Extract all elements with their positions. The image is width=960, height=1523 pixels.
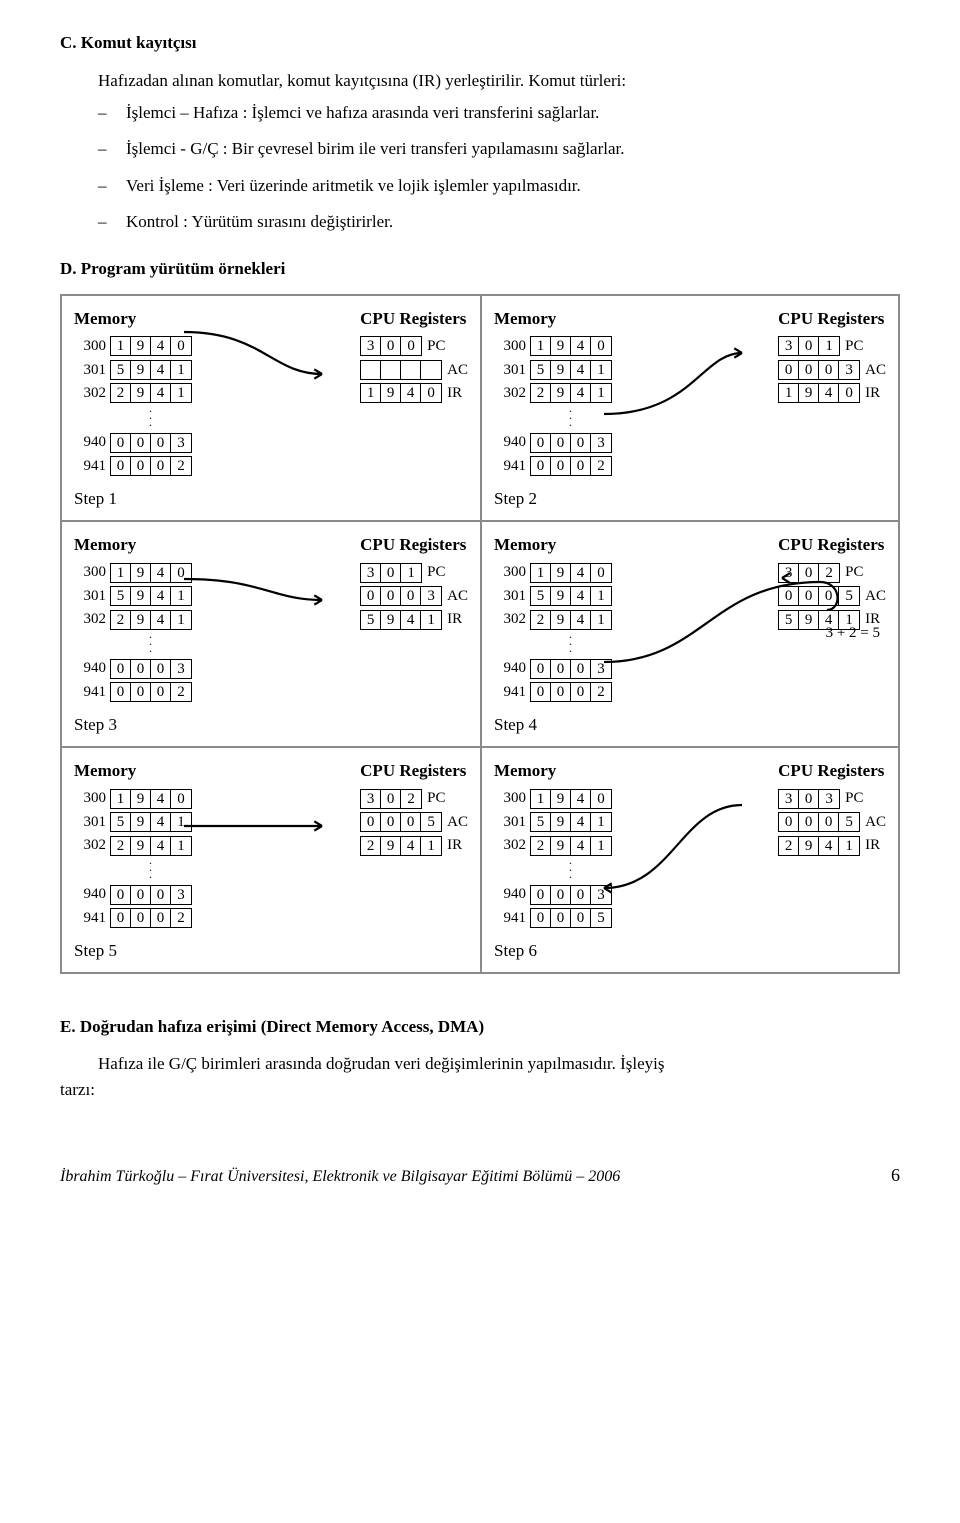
memory-block: Memory300194030159413022941···9400003941… [494, 532, 612, 705]
section-e-heading: E. Doğrudan hafıza erişimi (Direct Memor… [60, 1014, 900, 1040]
calc-annotation: 3 + 2 = 5 [826, 622, 880, 645]
list-item: –Kontrol : Yürütüm sırasını değiştirirle… [98, 206, 900, 238]
cpu-registers-block: CPU Registers302PC0005AC2941IR [360, 758, 468, 931]
memory-block: Memory300194030159413022941···9400003941… [74, 758, 192, 931]
section-e-body1: Hafıza ile G/Ç birimleri arasında doğrud… [98, 1051, 900, 1077]
cpu-registers-block: CPU Registers302PC0005AC5941IR [778, 532, 886, 705]
cpu-registers-block: CPU Registers300PC AC1940IR [360, 306, 468, 479]
section-c-heading: C. Komut kayıtçısı [60, 30, 900, 56]
list-item-text: İşlemci - G/Ç : Bir çevresel birim ile v… [126, 133, 625, 165]
memory-block: Memory300194030159413022941···9400003941… [494, 758, 612, 931]
page-footer: İbrahim Türkoğlu – Fırat Üniversitesi, E… [60, 1162, 900, 1189]
list-item-text: Kontrol : Yürütüm sırasını değiştirirler… [126, 206, 393, 238]
step-label: Step 5 [74, 938, 468, 964]
memory-block: Memory300194030159413022941···9400003941… [494, 306, 612, 479]
page-number: 6 [891, 1162, 900, 1189]
step-label: Step 4 [494, 712, 886, 738]
diagram-panel: Memory300194030159413022941···9400003941… [62, 748, 480, 972]
list-item: –İşlemci – Hafıza : İşlemci ve hafıza ar… [98, 97, 900, 129]
diagram-panel: Memory300194030159413022941···9400003941… [480, 296, 898, 520]
section-e-body2: tarzı: [60, 1077, 900, 1103]
step-label: Step 2 [494, 486, 886, 512]
list-item-text: İşlemci – Hafıza : İşlemci ve hafıza ara… [126, 97, 599, 129]
section-c-list: –İşlemci – Hafıza : İşlemci ve hafıza ar… [98, 97, 900, 238]
diagram-panel: Memory300194030159413022941···9400003941… [480, 522, 898, 746]
cpu-registers-block: CPU Registers301PC0003AC5941IR [360, 532, 468, 705]
section-d-heading: D. Program yürütüm örnekleri [60, 256, 900, 282]
cpu-registers-block: CPU Registers303PC0005AC2941IR [778, 758, 886, 931]
step-label: Step 3 [74, 712, 468, 738]
memory-block: Memory300194030159413022941···9400003941… [74, 306, 192, 479]
diagram-panel: Memory300194030159413022941···9400003941… [62, 522, 480, 746]
diagram-panel: Memory300194030159413022941···9400003941… [62, 296, 480, 520]
list-item: –Veri İşleme : Veri üzerinde aritmetik v… [98, 170, 900, 202]
list-item-text: Veri İşleme : Veri üzerinde aritmetik ve… [126, 170, 581, 202]
list-item: –İşlemci - G/Ç : Bir çevresel birim ile … [98, 133, 900, 165]
memory-block: Memory300194030159413022941···9400003941… [74, 532, 192, 705]
execution-diagram: Memory300194030159413022941···9400003941… [60, 294, 900, 974]
diagram-panel: Memory300194030159413022941···9400003941… [480, 748, 898, 972]
section-c-intro: Hafızadan alınan komutlar, komut kayıtçı… [98, 68, 900, 94]
step-label: Step 1 [74, 486, 468, 512]
footer-text: İbrahim Türkoğlu – Fırat Üniversitesi, E… [60, 1165, 620, 1189]
step-label: Step 6 [494, 938, 886, 964]
cpu-registers-block: CPU Registers301PC0003AC1940IR [778, 306, 886, 479]
